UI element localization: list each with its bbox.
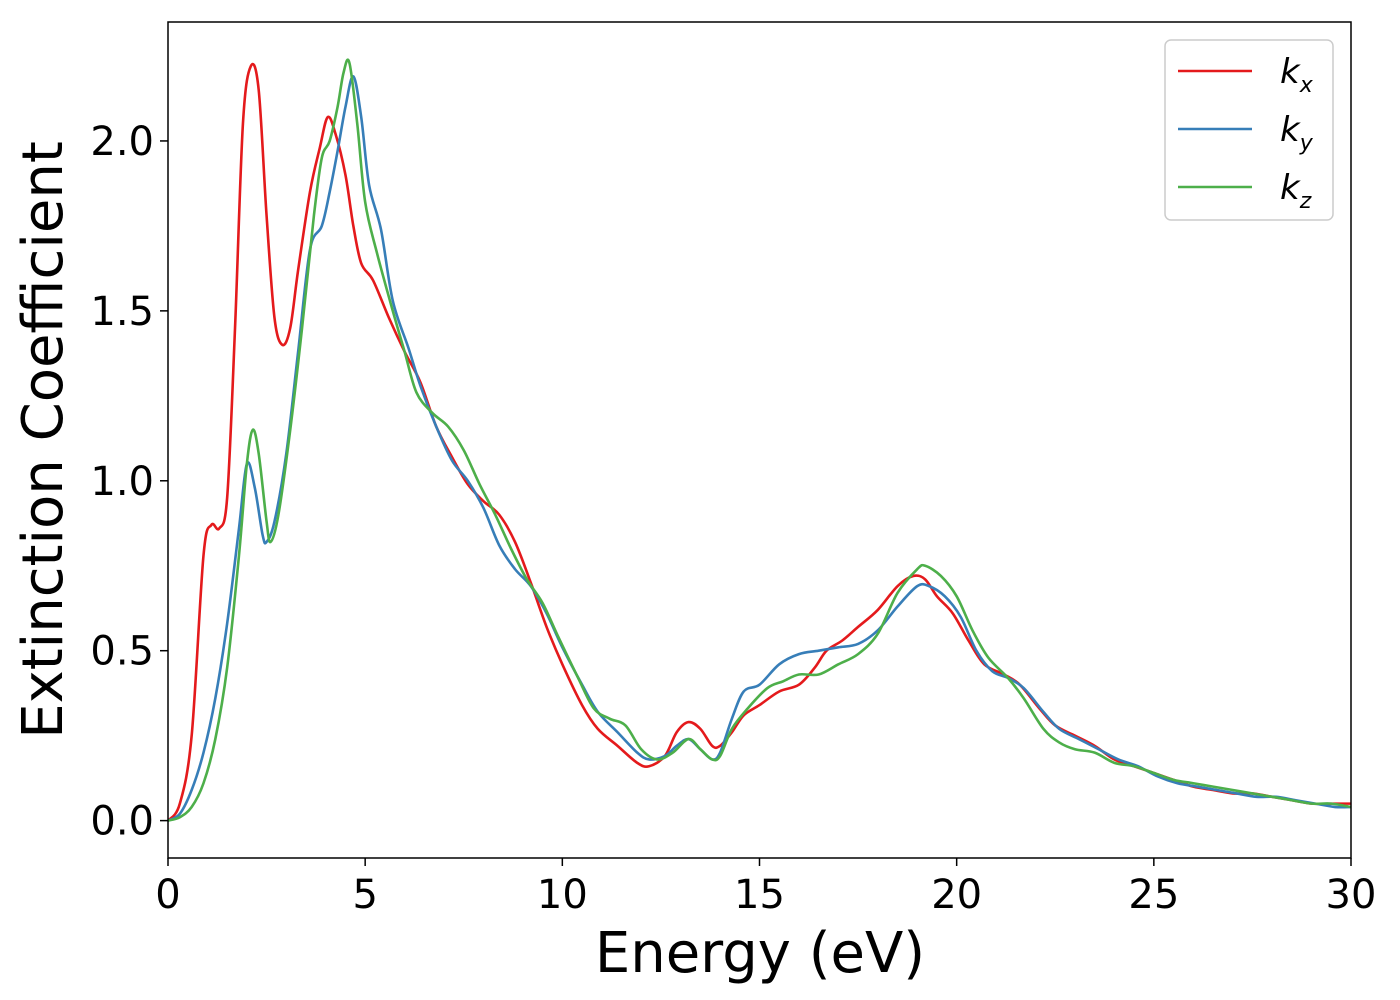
y-tick-label: 1.0 xyxy=(90,459,154,505)
legend-label-sub: z xyxy=(1299,189,1312,214)
y-tick-label: 0.5 xyxy=(90,629,154,675)
x-tick-label: 20 xyxy=(931,872,982,918)
legend-label-base: k xyxy=(1280,168,1301,208)
y-axis-ticks: 0.0 0.5 1.0 1.5 2.0 xyxy=(90,119,168,845)
legend-label-base: k xyxy=(1280,52,1301,92)
legend-label-base: k xyxy=(1280,110,1301,150)
x-tick-label: 5 xyxy=(352,872,377,918)
y-tick-label: 1.5 xyxy=(90,289,154,335)
legend-label: kx xyxy=(1280,52,1314,98)
x-tick-label: 30 xyxy=(1326,872,1377,918)
legend-label: ky xyxy=(1280,110,1314,156)
legend-label-sub: x xyxy=(1299,73,1314,98)
x-tick-label: 0 xyxy=(155,872,180,918)
y-tick-label: 0.0 xyxy=(90,799,154,845)
x-tick-label: 15 xyxy=(734,872,785,918)
series-layer xyxy=(168,58,1351,822)
x-tick-label: 25 xyxy=(1128,872,1179,918)
plot-frame xyxy=(167,21,1352,859)
x-axis-ticks: 0 5 10 15 20 25 30 xyxy=(155,858,1376,918)
series-line-kz xyxy=(168,58,1351,822)
series-line-kx xyxy=(168,62,1351,822)
legend-label-sub: y xyxy=(1299,131,1314,156)
y-axis-title: Extinction Coefficient xyxy=(11,141,76,739)
y-tick-label: 2.0 xyxy=(90,119,154,165)
x-axis-title: Energy (eV) xyxy=(595,921,925,986)
x-tick-label: 10 xyxy=(537,872,588,918)
legend-label: kz xyxy=(1280,168,1312,214)
